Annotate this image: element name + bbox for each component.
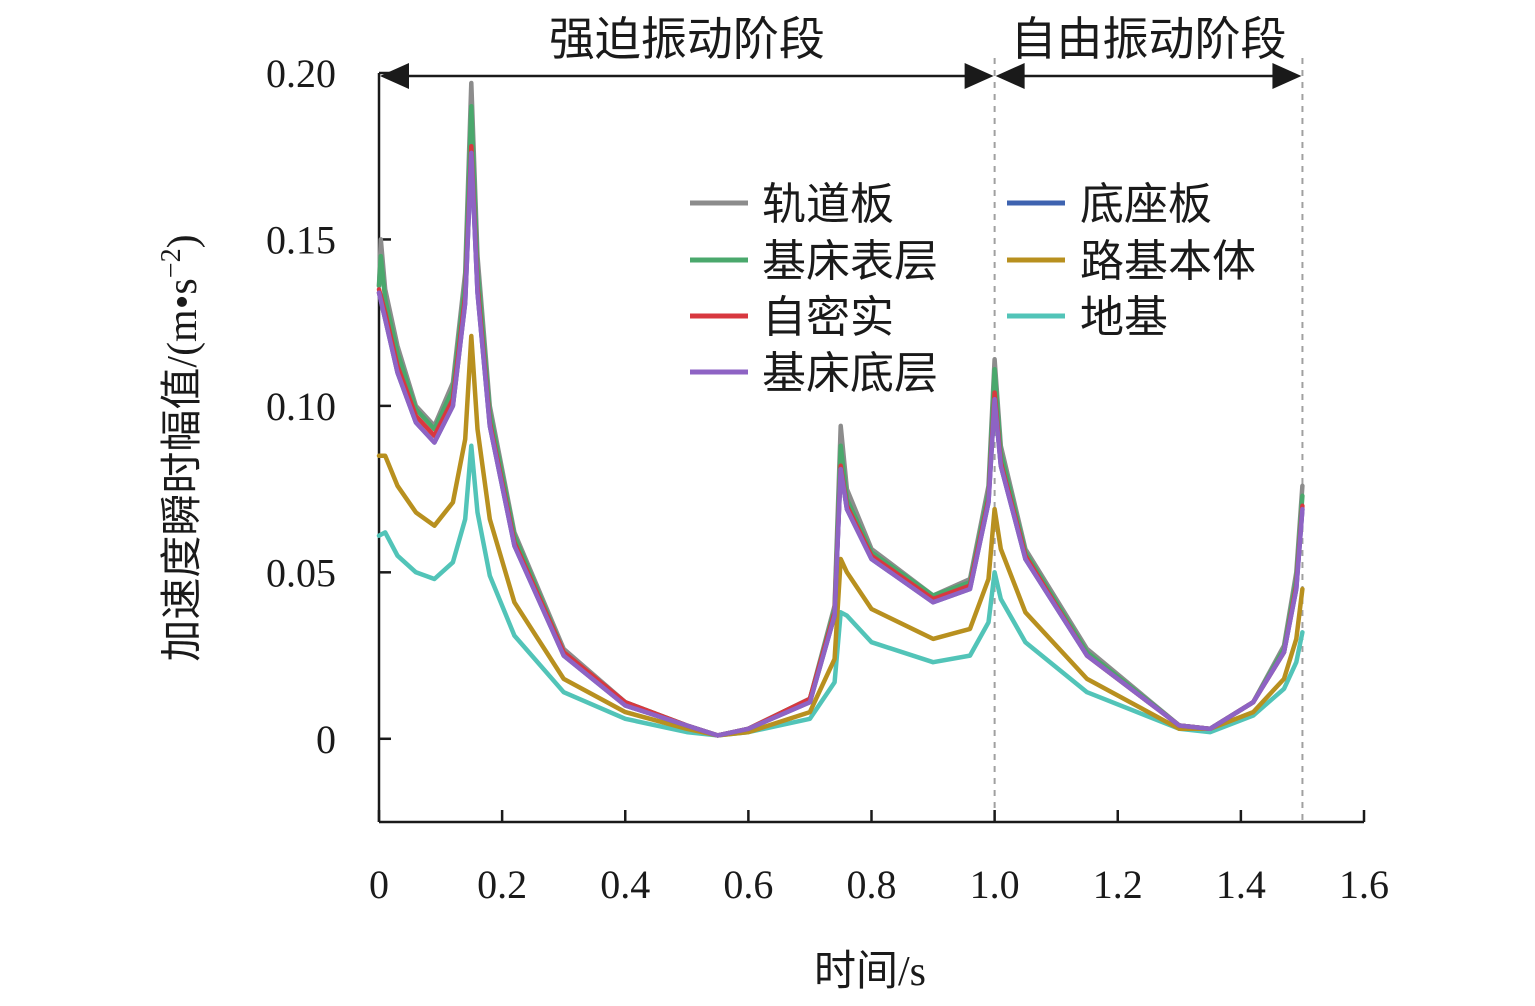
series-line-3 (376, 150, 1305, 738)
phase-label-0: 强迫振动阶段 (549, 14, 825, 65)
phase-label-1: 自由振动阶段 (1011, 14, 1287, 65)
y-tick-label-1: 0.05 (266, 550, 336, 595)
x-tick-label-2: 0.4 (600, 862, 650, 907)
legend-label-2: 基床表层 (762, 237, 938, 286)
phase-arrow-head-left-0 (380, 63, 409, 89)
y-tick-label-0: 0 (316, 717, 336, 762)
y-tick-label-2: 0.10 (266, 384, 336, 429)
x-tick-label-8: 1.6 (1339, 862, 1389, 907)
x-tick-label-3: 0.6 (723, 862, 773, 907)
x-tick-label-1: 0.2 (477, 862, 527, 907)
legend-label-5: 地基 (1080, 293, 1168, 342)
y-axis-title-unit: s (160, 278, 206, 294)
x-axis-title: 时间/s (814, 949, 926, 995)
x-tick-label-5: 1.0 (970, 862, 1020, 907)
phase-arrow-head-right-0 (964, 63, 994, 89)
y-axis-title-dot: • (160, 295, 206, 310)
x-tick-label-7: 1.4 (1216, 862, 1266, 907)
series-line-6 (376, 443, 1305, 738)
axes: 0 0.2 0.4 0.6 0.8 1.0 1.2 1.4 1.6 0 0.05 0.10 0.15 0.… (266, 51, 1389, 907)
legend-label-0: 轨道板 (762, 180, 894, 229)
x-tick-label-6: 1.2 (1093, 862, 1143, 907)
y-axis-title-exponent: −2 (156, 248, 187, 278)
series-lines (376, 80, 1305, 738)
y-tick-label-3: 0.15 (266, 217, 336, 262)
phase-arrow-head-left-1 (995, 63, 1025, 89)
legend-label-3: 路基本体 (1080, 237, 1256, 286)
y-axis-title-main: 加速度瞬时幅值/(m (160, 309, 206, 662)
x-tick-label-0: 0 (369, 862, 389, 907)
legend-label-6: 基床底层 (762, 349, 938, 398)
phase-arrow-head-right-1 (1272, 63, 1302, 89)
y-axis-title-close: ) (160, 234, 206, 248)
y-axis-title: 加速度瞬时幅值/(m•s−2) (156, 234, 206, 661)
series-line-5 (376, 333, 1305, 738)
y-tick-label-4: 0.20 (266, 51, 336, 96)
x-tick-label-4: 0.8 (847, 862, 897, 907)
phase-annotations: 强迫振动阶段 自由振动阶段 (380, 14, 1304, 822)
legend-label-4: 自密实 (762, 293, 894, 342)
legend-label-1: 底座板 (1080, 180, 1212, 229)
